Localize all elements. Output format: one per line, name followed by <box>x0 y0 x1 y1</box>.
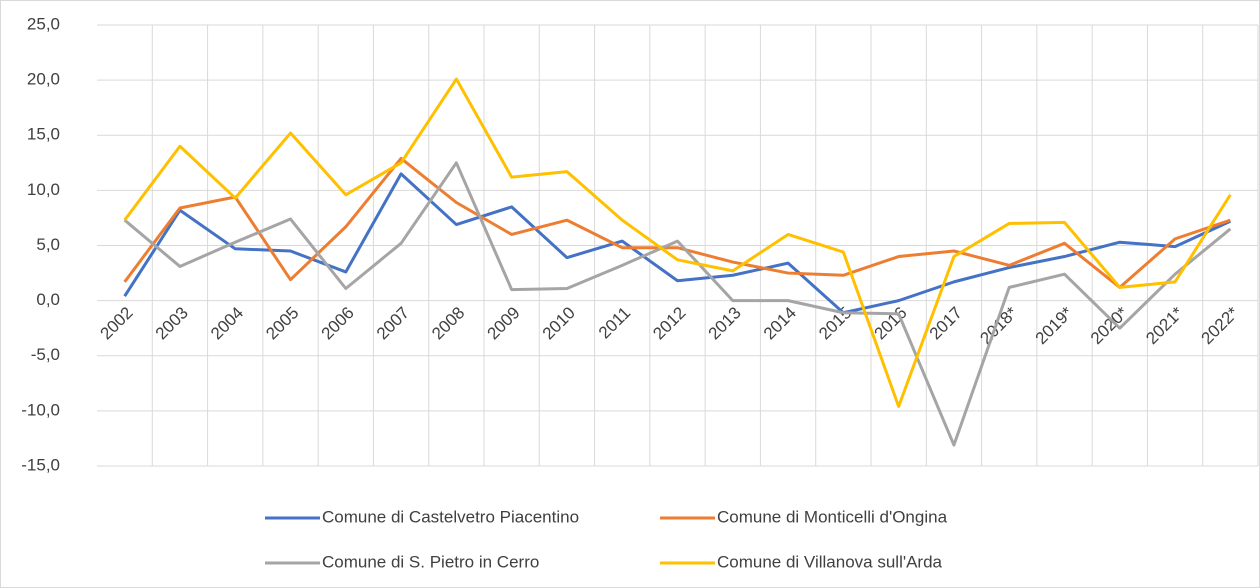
legend-label: Comune di Castelvetro Piacentino <box>322 507 579 526</box>
y-tick-label: 5,0 <box>36 235 60 254</box>
legend-label: Comune di Villanova sull'Arda <box>717 552 943 571</box>
y-tick-label: 0,0 <box>36 290 60 309</box>
series-line <box>123 156 1231 289</box>
y-tick-label: -15,0 <box>21 455 60 474</box>
y-tick-label: -10,0 <box>21 400 60 419</box>
y-tick-label: -5,0 <box>31 345 60 364</box>
legend-label: Comune di S. Pietro in Cerro <box>322 552 539 571</box>
series-line <box>123 161 1232 447</box>
legend-label: Comune di Monticelli d'Ongina <box>717 507 948 526</box>
series-line <box>123 77 1232 408</box>
series-line <box>123 172 1231 315</box>
y-tick-label: 10,0 <box>27 180 60 199</box>
y-tick-label: 20,0 <box>27 70 60 89</box>
y-tick-label: 15,0 <box>27 125 60 144</box>
y-tick-label: 25,0 <box>27 14 60 33</box>
